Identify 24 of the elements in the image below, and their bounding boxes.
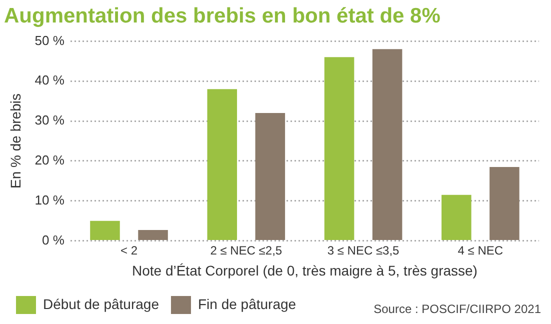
legend-label: Fin de pâturage: [198, 296, 296, 312]
y-tick-label: 0 %: [42, 232, 65, 248]
bar: [207, 89, 238, 240]
x-tick-label: 3 ≤ NEC ≤3,5: [327, 243, 400, 258]
y-tick-label: 40 %: [34, 72, 65, 88]
y-tick-label: 10 %: [34, 192, 65, 208]
legend-label: Début de pâturage: [43, 296, 160, 312]
bar: [138, 230, 168, 240]
bar: [372, 49, 402, 240]
bar: [90, 220, 120, 240]
x-axis-title: Note d’État Corporel (de 0, très maigre à 5, très grasse): [132, 262, 478, 278]
y-axis-title: En % de brebis: [7, 94, 24, 188]
y-tick-label: 50 %: [34, 32, 65, 48]
bar: [255, 113, 286, 240]
x-tick-label: < 2: [120, 243, 138, 258]
y-tick-label: 20 %: [34, 152, 65, 168]
bar: [442, 194, 472, 240]
x-tick-label: 2 ≤ NEC ≤2,5: [210, 243, 282, 258]
bar: [324, 57, 354, 240]
source-note: Source : POSCIF/CIIRPO 2021: [374, 302, 541, 316]
x-tick-label: 4 ≤ NEC: [458, 243, 504, 258]
chart-title: Augmentation des brebis en bon état de 8%: [4, 4, 441, 28]
y-tick-label: 30 %: [34, 112, 65, 128]
bar: [490, 166, 520, 240]
